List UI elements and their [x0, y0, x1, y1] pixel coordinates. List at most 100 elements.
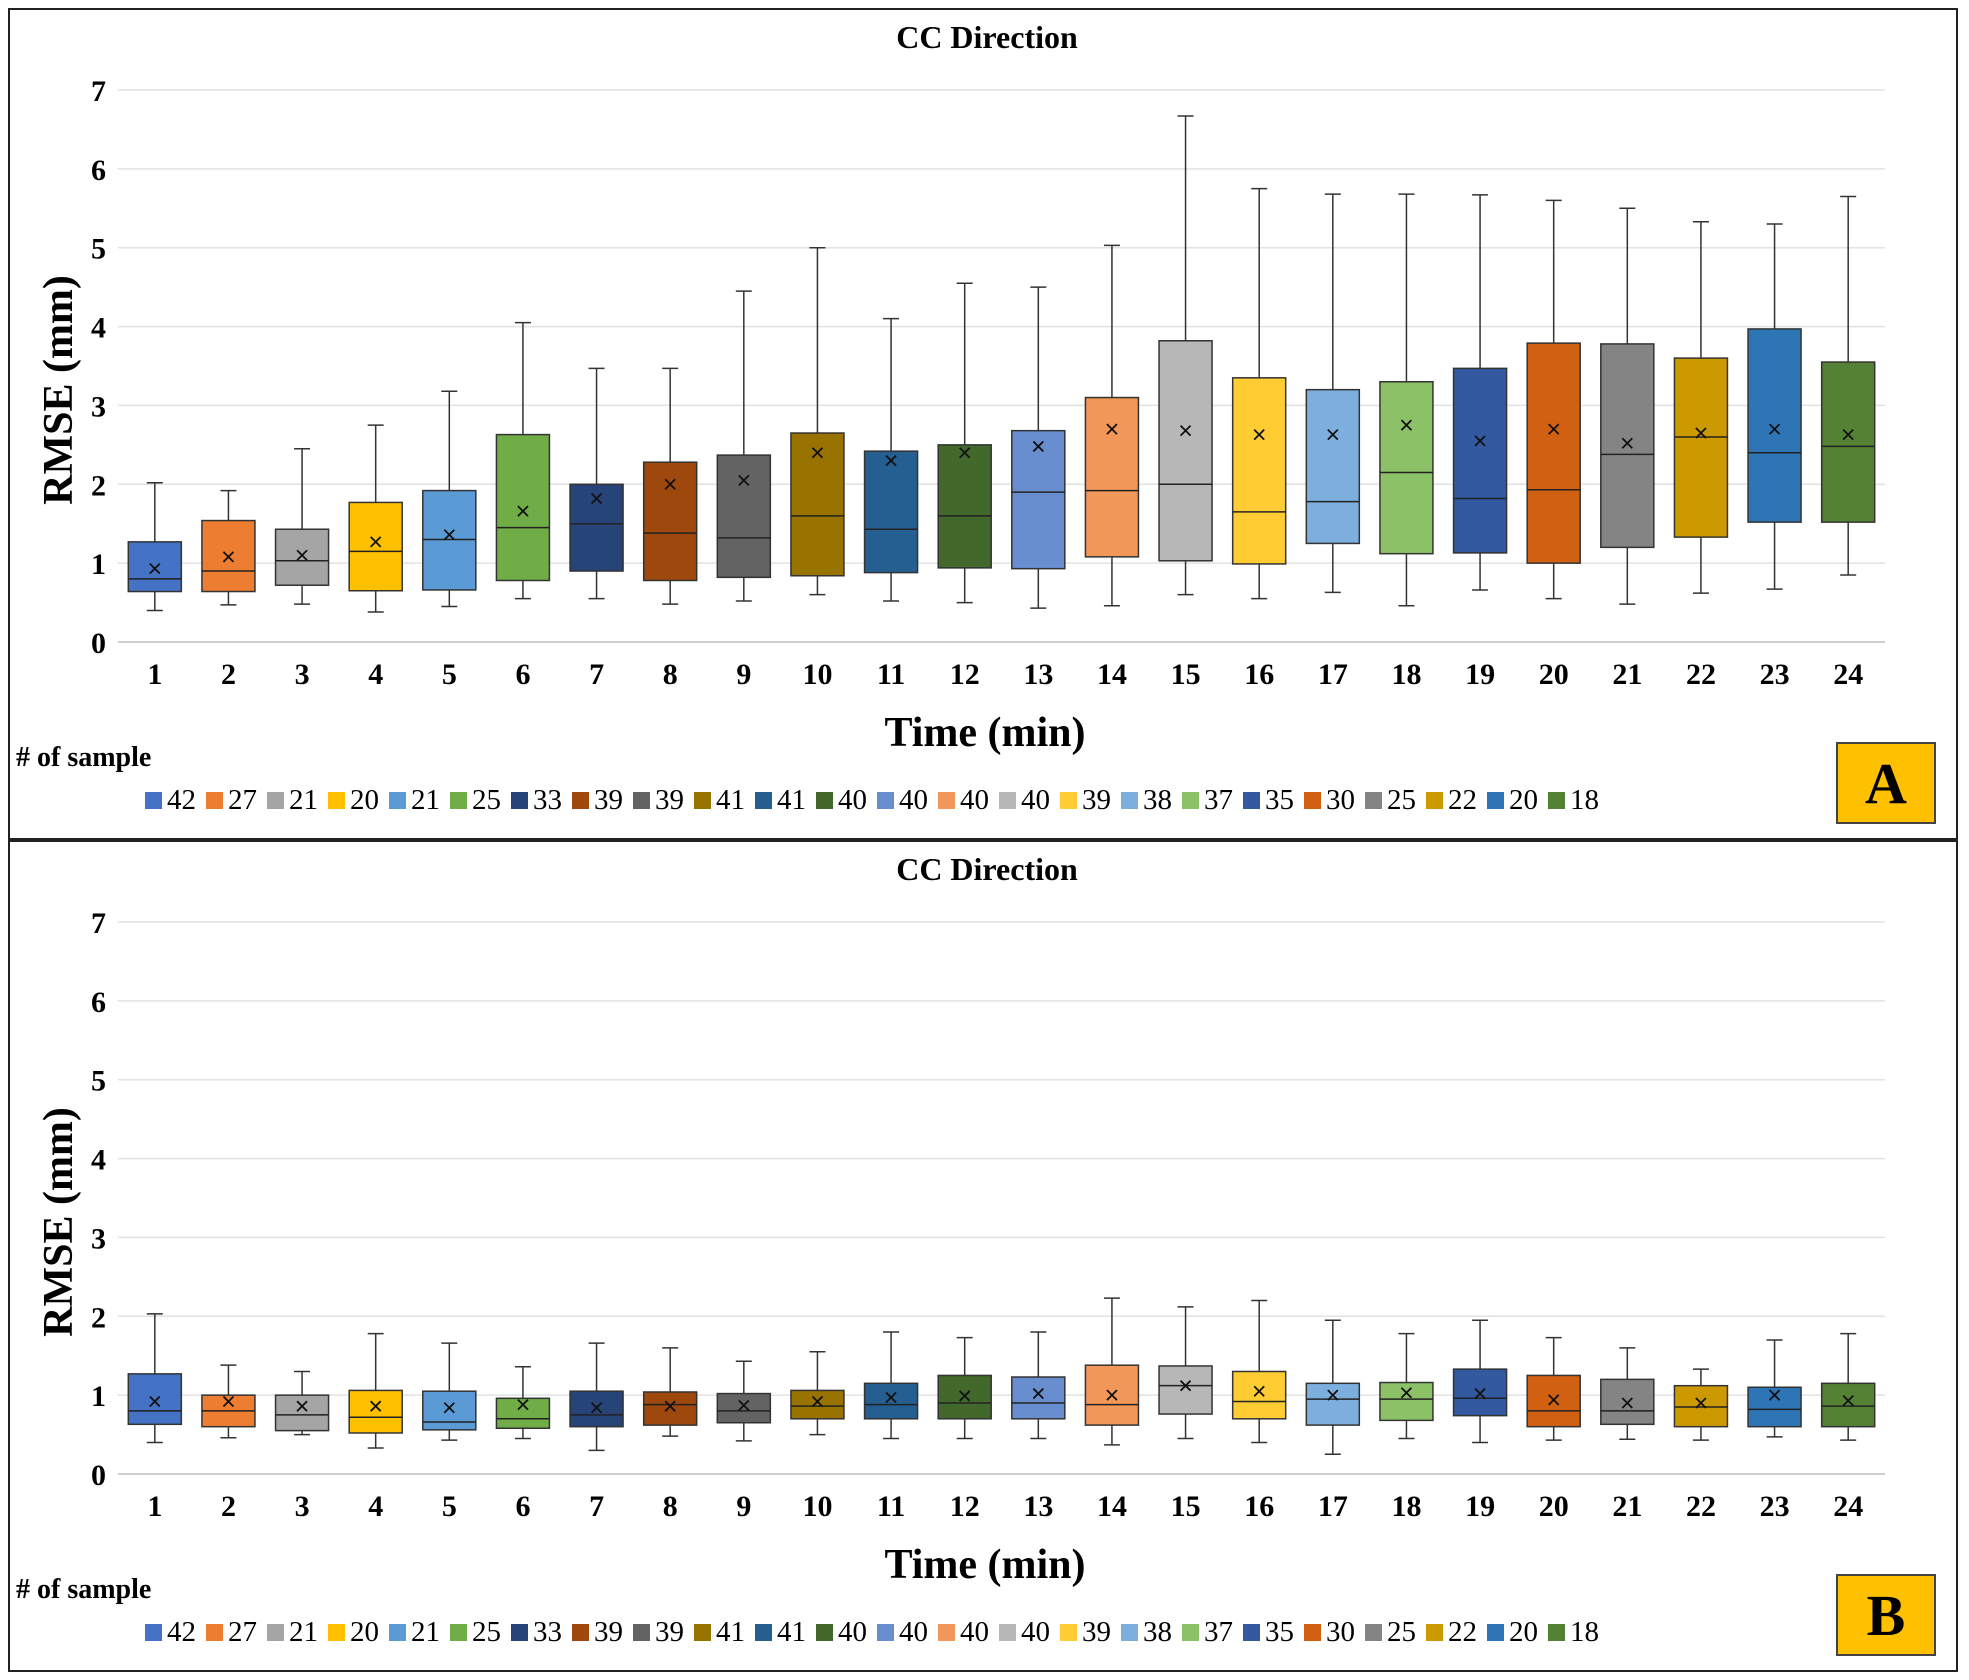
legend-label: 38	[1143, 784, 1172, 816]
x-tick-label: 21	[1612, 658, 1642, 691]
box	[1158, 1365, 1213, 1415]
x-tick-label: 11	[877, 658, 905, 691]
legend-label: 27	[228, 784, 257, 816]
legend-item: 38	[1121, 784, 1172, 817]
box	[716, 454, 772, 579]
x-tick-label: 24	[1833, 1490, 1863, 1523]
x-tick-label: 24	[1833, 658, 1863, 691]
legend-swatch	[450, 1624, 467, 1641]
legend-item: 18	[1548, 784, 1599, 817]
box	[348, 501, 403, 592]
legend-label: 40	[838, 1616, 867, 1648]
box	[348, 1389, 403, 1434]
legend-item: 20	[328, 784, 379, 817]
x-tick-label: 1	[147, 658, 162, 691]
legend-label: 25	[472, 1616, 501, 1648]
box	[1084, 1364, 1140, 1426]
legend-label: 30	[1326, 784, 1355, 816]
legend-item: 18	[1548, 1616, 1599, 1649]
legend-item: 22	[1426, 1616, 1477, 1649]
x-tick-label: 4	[368, 658, 383, 691]
x-tick-label: 23	[1760, 658, 1790, 691]
legend-item: 41	[694, 784, 745, 817]
legend-label: 27	[228, 1616, 257, 1648]
legend-swatch	[511, 792, 528, 809]
legend-label: 40	[960, 1616, 989, 1648]
mean-marker	[1106, 423, 1118, 435]
legend-item: 39	[633, 784, 684, 817]
legend-label: 20	[1509, 1616, 1538, 1648]
mean-marker	[149, 1395, 161, 1408]
legend-item: 21	[267, 784, 318, 817]
legend-swatch	[572, 792, 589, 809]
legend-label: 35	[1265, 1616, 1294, 1648]
legend-label: 41	[777, 1616, 806, 1648]
mean-marker	[959, 1390, 971, 1402]
box	[1305, 388, 1361, 545]
legend-swatch	[633, 792, 650, 809]
x-tick-label: 14	[1097, 658, 1127, 691]
legend-item: 40	[816, 784, 867, 817]
x-tick-label: 8	[663, 1490, 678, 1523]
y-tick-label: 0	[91, 1459, 106, 1492]
legend-swatch	[389, 1624, 406, 1641]
legend-label: 40	[838, 784, 867, 816]
mean-marker	[1179, 425, 1192, 437]
legend-item: 21	[389, 1616, 440, 1649]
y-tick-label: 7	[91, 75, 106, 108]
legend-item: 40	[938, 1616, 989, 1649]
legend-swatch	[694, 1624, 711, 1641]
legend-swatch	[1121, 1624, 1138, 1641]
legend-swatch	[633, 1624, 650, 1641]
y-tick-label: 6	[91, 154, 106, 187]
legend-item: 39	[633, 1616, 684, 1649]
box	[863, 450, 919, 574]
legend-swatch	[328, 1624, 345, 1641]
mean-marker	[1032, 1387, 1044, 1400]
legend-swatch	[938, 792, 955, 809]
legend-label: 40	[899, 1616, 928, 1648]
legend-item: 35	[1243, 784, 1294, 817]
box	[1158, 340, 1213, 562]
box	[1820, 361, 1876, 523]
legend-label: 39	[594, 784, 623, 816]
box	[1673, 357, 1729, 538]
box	[790, 432, 845, 577]
mean-marker	[590, 492, 603, 505]
mean-marker	[1106, 1389, 1118, 1401]
legend-swatch	[267, 1624, 284, 1641]
legend-label: 37	[1204, 784, 1233, 816]
x-tick-label: 20	[1539, 1490, 1569, 1523]
legend-label: 40	[899, 784, 928, 816]
mean-marker	[885, 454, 897, 467]
legend-title: # of sample	[16, 742, 152, 773]
x-tick-label: 7	[589, 1490, 604, 1523]
legend-label: 33	[533, 1616, 562, 1648]
box	[937, 444, 992, 569]
legend-label: 42	[167, 1616, 196, 1648]
mean-marker	[296, 1400, 308, 1412]
box	[642, 1391, 698, 1426]
x-tick-label: 2	[221, 1490, 236, 1523]
mean-marker	[1768, 423, 1781, 435]
legend-label: 18	[1570, 1616, 1599, 1648]
y-tick-label: 5	[91, 233, 106, 266]
legend-swatch	[267, 792, 284, 809]
y-tick-label: 2	[91, 469, 106, 502]
x-tick-label: 6	[515, 658, 530, 691]
mean-marker	[370, 536, 382, 548]
box	[1379, 381, 1434, 555]
legend-item: 37	[1182, 1616, 1233, 1649]
x-tick-label: 15	[1171, 1490, 1201, 1523]
legend-label: 35	[1265, 784, 1294, 816]
legend-item: 41	[755, 784, 806, 817]
box	[1011, 1376, 1066, 1420]
legend-label: 33	[533, 784, 562, 816]
panel-badge: A	[1836, 742, 1936, 824]
y-tick-label: 2	[91, 1301, 106, 1334]
y-axis-label: RMSE (mm)	[36, 275, 82, 505]
y-tick-label: 0	[91, 627, 106, 660]
y-tick-label: 4	[91, 1144, 106, 1177]
legend-swatch	[206, 1624, 223, 1641]
